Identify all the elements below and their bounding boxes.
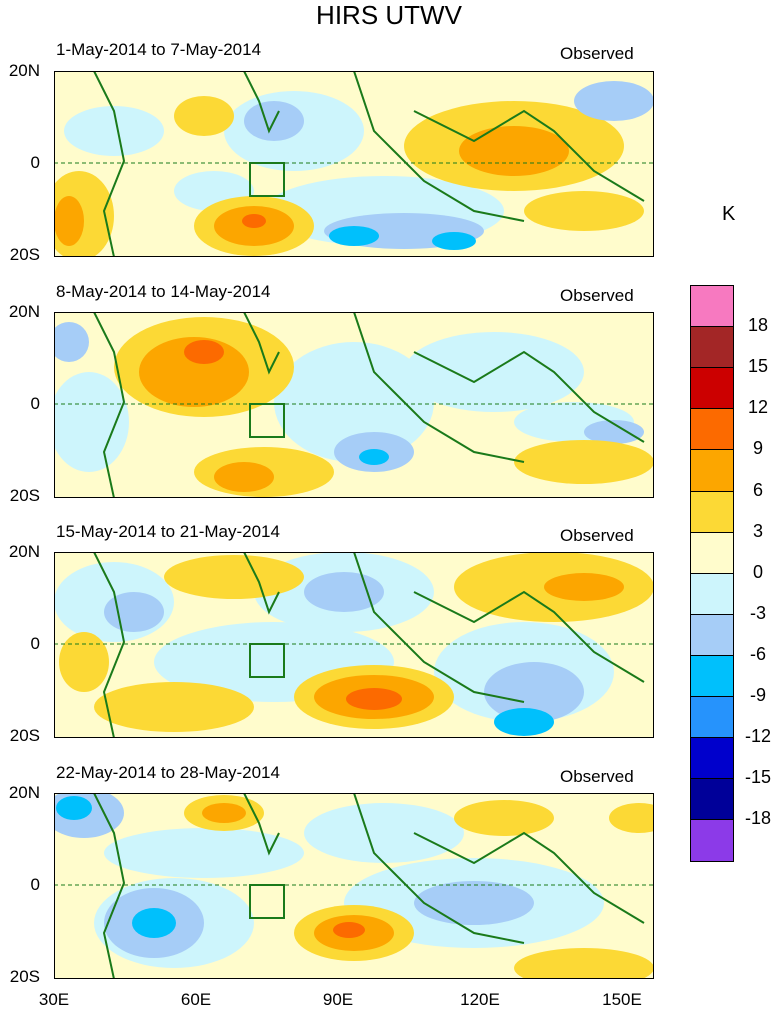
panel-3-ylabel-20s: 20S	[9, 726, 40, 745]
panel-3-date-range: 15-May-2014 to 21-May-2014	[56, 522, 280, 541]
colorbar-label: 12	[747, 397, 769, 418]
panel-4-ylabel-20s: 20S	[9, 967, 40, 986]
colorbar-swatch	[690, 572, 734, 616]
panel-1-ylabel-20n: 20N	[8, 61, 40, 80]
panel-1-map	[54, 71, 654, 257]
colorbar-swatch	[690, 696, 734, 740]
colorbar-label: -12	[744, 726, 771, 747]
panel-2-date-range: 8-May-2014 to 14-May-2014	[56, 282, 271, 301]
colorbar-label: -3	[749, 602, 766, 623]
xlabel-90e: 90E	[322, 990, 354, 1009]
panel-4-observed-tag: Observed	[560, 767, 634, 786]
colorbar-swatch	[690, 367, 734, 411]
panel-4-map	[54, 793, 654, 979]
colorbar-swatch	[690, 408, 734, 452]
colorbar-label: -6	[749, 643, 766, 664]
colorbar-label: 6	[752, 479, 763, 500]
colorbar-label: 0	[752, 561, 763, 582]
colorbar-label: -9	[749, 685, 766, 705]
panel-2-ylabel-0: 0	[30, 394, 40, 413]
panel-2-ylabel-20n: 20N	[8, 302, 40, 321]
panel-3-ylabel-0: 0	[30, 634, 40, 653]
colorbar-label: -15	[744, 767, 771, 788]
colorbar-swatch	[690, 778, 734, 822]
colorbar-label: 15	[747, 356, 769, 377]
colorbar-label: 3	[752, 520, 763, 541]
panel-2-ylabel-20s: 20S	[9, 486, 40, 505]
panel-3-map	[54, 552, 654, 738]
xlabel-120e: 120E	[460, 990, 500, 1009]
colorbar-label: -18	[744, 808, 771, 829]
colorbar-label: 9	[752, 438, 763, 459]
panel-1-date-range: 1-May-2014 to 7-May-2014	[56, 40, 262, 59]
colorbar-swatch	[690, 285, 734, 329]
panel-4-date-range: 22-May-2014 to 28-May-2014	[56, 763, 280, 782]
colorbar-swatch	[690, 737, 734, 781]
colorbar-swatch	[690, 819, 734, 863]
colorbar-swatch	[690, 613, 734, 657]
panel-2-map	[54, 312, 654, 498]
panel-3-ylabel-20n: 20N	[8, 542, 40, 561]
colorbar-label: 18	[747, 315, 769, 336]
xlabel-30e: 30E	[38, 990, 70, 1009]
panel-2-observed-tag: Observed	[560, 286, 634, 305]
colorbar-swatch	[690, 654, 734, 698]
colorbar-swatch	[690, 449, 734, 493]
xlabel-150e: 150E	[602, 990, 642, 1009]
panel-4-ylabel-0: 0	[30, 875, 40, 894]
panel-4-ylabel-20n: 20N	[8, 783, 40, 802]
chart-title: HIRS UTWV	[316, 0, 462, 30]
colorbar-swatch	[690, 531, 734, 575]
panel-1-ylabel-20s: 20S	[9, 245, 40, 264]
colorbar-swatch	[690, 326, 734, 370]
colorbar-swatch	[690, 490, 734, 534]
xlabel-60e: 60E	[180, 990, 212, 1009]
panel-1-observed-tag: Observed	[560, 44, 634, 63]
panel-3-observed-tag: Observed	[560, 526, 634, 545]
panel-1-ylabel-0: 0	[30, 153, 40, 172]
unit-label: K	[722, 203, 736, 225]
